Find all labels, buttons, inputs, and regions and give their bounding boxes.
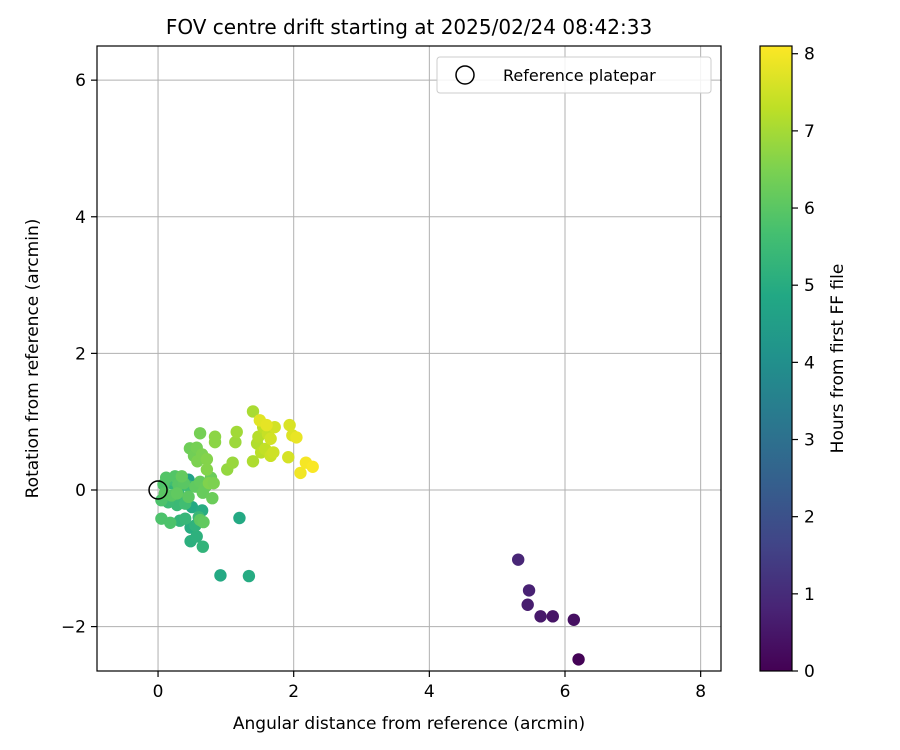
data-point — [242, 569, 256, 583]
data-point — [214, 569, 227, 582]
data-point — [512, 553, 525, 566]
colorbar-tick-label: 7 — [804, 122, 815, 142]
colorbar-tick-label: 2 — [804, 508, 815, 528]
colorbar-tick-label: 3 — [804, 431, 815, 451]
colorbar-gradient — [760, 46, 792, 671]
data-point — [264, 432, 277, 445]
x-tick-label: 2 — [288, 682, 299, 702]
data-point — [567, 613, 581, 626]
data-point — [170, 487, 184, 500]
data-point — [572, 653, 585, 666]
data-point — [226, 456, 239, 469]
x-tick-label: 4 — [424, 682, 435, 702]
legend: Reference platepar — [436, 56, 712, 94]
data-point — [306, 460, 319, 473]
y-tick-label: 2 — [75, 344, 86, 364]
y-tick-label: 0 — [75, 481, 86, 501]
reference-platepar-marker — [148, 480, 168, 500]
colorbar-tick-label: 0 — [804, 662, 815, 682]
data-point — [200, 463, 214, 476]
x-tick-label: 6 — [560, 682, 571, 702]
plot-frame — [96, 45, 722, 672]
y-axis-label: Rotation from reference (arcmin) — [23, 219, 43, 499]
data-point — [182, 490, 195, 504]
y-tick-label: 6 — [75, 71, 86, 91]
data-point — [290, 431, 303, 444]
chart-title: FOV centre drift starting at 2025/02/24 … — [166, 15, 652, 39]
data-point — [197, 515, 210, 529]
data-point — [178, 512, 192, 525]
y-tick-label: −2 — [61, 618, 86, 638]
data-point — [190, 530, 203, 543]
colorbar: 0 1 2 3 4 5 6 7 8 Hours from first FF file — [759, 45, 848, 682]
data-point — [206, 491, 219, 505]
data-point — [233, 511, 246, 525]
data-point — [246, 405, 260, 418]
data-point — [207, 476, 220, 490]
colorbar-frame — [759, 45, 793, 672]
colorbar-label: Hours from first FF file — [828, 264, 848, 454]
data-point — [246, 455, 260, 468]
data-point — [193, 427, 207, 440]
data-points — [155, 405, 585, 666]
data-point — [522, 584, 536, 597]
reference-marker-layer — [148, 480, 168, 500]
data-point — [208, 430, 222, 443]
x-axis-label: Angular distance from reference (arcmin) — [233, 714, 585, 734]
data-point — [175, 470, 188, 483]
data-point — [230, 425, 243, 439]
data-point — [267, 446, 280, 459]
data-point — [260, 418, 273, 432]
data-point — [283, 418, 296, 432]
colorbar-tick-label: 1 — [804, 585, 815, 605]
data-point — [294, 466, 307, 480]
legend-entry-reference-platepar: Reference platepar — [503, 66, 656, 85]
legend-marker-open-circle-icon — [455, 65, 475, 85]
grid — [97, 46, 721, 671]
colorbar-tick-label: 4 — [804, 353, 815, 373]
colorbar-ticks: 0 1 2 3 4 5 6 7 8 — [792, 45, 815, 682]
x-tick-label: 0 — [153, 682, 164, 702]
data-point — [196, 486, 210, 499]
colorbar-tick-label: 5 — [804, 276, 815, 296]
colorbar-tick-label: 8 — [804, 45, 815, 65]
data-point — [229, 435, 242, 449]
axis-ticks: 0 2 4 6 8 −2 0 2 4 6 — [61, 71, 706, 702]
y-tick-label: 4 — [75, 208, 86, 228]
data-point — [282, 451, 295, 464]
colorbar-tick-label: 6 — [804, 199, 815, 219]
data-point — [164, 516, 177, 529]
data-point — [546, 610, 559, 623]
data-point — [200, 453, 214, 466]
legend-box — [436, 56, 712, 94]
data-point — [534, 610, 547, 623]
data-point — [252, 430, 265, 443]
data-point — [196, 540, 210, 553]
x-tick-label: 8 — [695, 682, 706, 702]
data-point — [521, 598, 534, 611]
